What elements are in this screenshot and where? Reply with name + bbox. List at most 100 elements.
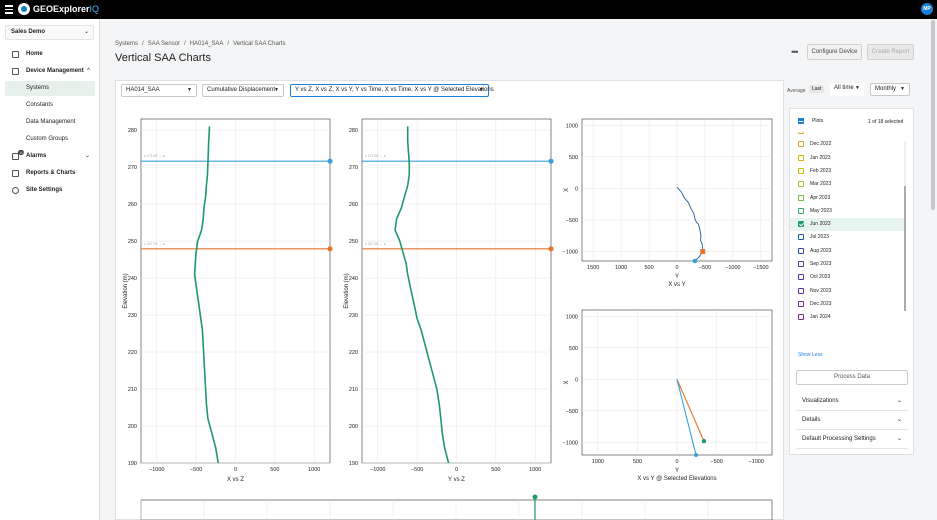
plot-label: Dec 2022 — [810, 141, 832, 148]
plot-item[interactable]: Dec 2023 — [790, 298, 906, 311]
breadcrumb-device[interactable]: HA014_SAA — [189, 41, 224, 47]
plot-checkbox[interactable] — [798, 167, 804, 174]
x-tick-label: −1000 — [748, 459, 763, 465]
plot-checkbox[interactable] — [798, 194, 804, 201]
plot-checkbox[interactable] — [798, 287, 804, 294]
process-data-button[interactable]: Process Data — [796, 370, 908, 385]
plot-item[interactable]: Sep 2023 — [790, 258, 906, 271]
time-chart-area — [140, 499, 773, 520]
sidebar-item-data-management[interactable]: Data Management — [26, 119, 76, 125]
plot-item[interactable]: Feb 2023 — [790, 165, 906, 178]
breadcrumb-sensor[interactable]: SAA Sensor — [147, 41, 181, 47]
plot-item[interactable]: Jun 2023 — [790, 218, 906, 232]
plot-label: Jan 2023 — [810, 154, 831, 161]
x-tick-label: −500 — [710, 459, 722, 465]
plot-checkbox[interactable] — [798, 261, 804, 267]
y-tick-label: 200 — [128, 424, 137, 430]
accordion-details[interactable]: Details ⌄ — [796, 411, 908, 430]
plot-item[interactable]: Aug 2023 — [790, 245, 906, 258]
plot-checkbox[interactable] — [798, 274, 804, 281]
profile-line — [193, 126, 219, 464]
plot-item[interactable]: Mar 2023 — [790, 178, 906, 191]
plots-header-label: Plots — [812, 118, 824, 124]
plot-checkbox[interactable] — [798, 154, 804, 161]
plot-checkbox[interactable] — [798, 300, 804, 307]
sidebar-item-constants[interactable]: Constants — [26, 102, 54, 108]
plots-list: Nov 2022 Dec 2022 Jan 2023 Feb 2023 Mar 2023… — [790, 132, 906, 325]
y-tick-label: −500 — [566, 218, 578, 224]
accordion-visualizations[interactable]: Visualizations ⌄ — [796, 392, 908, 411]
more-options-icon[interactable]: ••• — [791, 47, 799, 57]
plot-label: Nov 2022 — [810, 132, 831, 138]
sidebar-item-reports[interactable]: Reports & Charts — [0, 166, 100, 181]
plot-checkbox[interactable] — [798, 181, 804, 188]
plots-scrollbar[interactable] — [904, 141, 906, 311]
plot-label: Sep 2023 — [810, 261, 832, 267]
elevation-marker-handle — [548, 158, 554, 164]
plot-label: Jun 2023 — [810, 221, 831, 228]
x-tick-label: 1000 — [308, 467, 320, 473]
plot-item[interactable]: Jan 2024 — [790, 311, 906, 324]
plot-item[interactable]: Oct 2023 — [790, 271, 906, 284]
y-tick-label: 210 — [349, 387, 358, 393]
sidebar-item-device-management[interactable]: Device Management ^ — [0, 64, 100, 79]
plot-item[interactable]: Nov 2022 — [790, 132, 906, 138]
sidebar-item-site-settings[interactable]: Site Settings — [0, 183, 100, 198]
avatar[interactable]: MP — [921, 3, 933, 15]
sidebar-item-systems[interactable]: Systems — [5, 81, 95, 96]
select-all-checkbox[interactable] — [798, 118, 804, 124]
caret-down-icon: ▼ — [855, 85, 860, 91]
plot-label: Apr 2023 — [810, 194, 831, 201]
page-scrollbar[interactable] — [931, 20, 935, 210]
x-tick-label: 1000 — [529, 467, 541, 473]
elevation-marker-label: z 247.95 → ● — [365, 242, 386, 246]
x-tick-label: 1000 — [592, 459, 604, 465]
plot-item[interactable]: Jan 2023 — [790, 152, 906, 165]
plot-item[interactable]: Dec 2022 — [790, 138, 906, 151]
plot-item[interactable]: Nov 2023 — [790, 285, 906, 298]
metric-select[interactable]: Cumulative Displacement ▼ — [202, 84, 284, 97]
create-report-button[interactable]: Create Report — [867, 44, 914, 60]
home-icon — [12, 51, 19, 58]
plot-item[interactable]: May 2023 — [790, 205, 906, 218]
plot-label: May 2023 — [810, 207, 832, 214]
plot-checkbox[interactable] — [798, 141, 804, 148]
last-toggle[interactable]: Last — [809, 85, 825, 93]
range-select[interactable]: All time ▼ — [830, 83, 864, 96]
accordion-default-processing[interactable]: Default Processing Settings ⌄ — [796, 430, 908, 449]
plot-checkbox[interactable] — [798, 221, 804, 228]
views-select[interactable]: Y vs Z, X vs Z, X vs Y, Y vs Time, X vs … — [290, 84, 494, 97]
configure-device-button[interactable]: Configure Device — [807, 44, 862, 60]
x-axis-label: Y vs Z — [448, 477, 465, 483]
device-icon — [12, 68, 19, 75]
profile-line — [394, 126, 450, 464]
plot-item[interactable]: Apr 2023 — [790, 192, 906, 205]
y-tick-label: 500 — [569, 155, 578, 161]
breadcrumb-sep: / — [142, 41, 144, 47]
plot-checkbox[interactable] — [798, 207, 804, 214]
x-tick-label: 0 — [234, 467, 237, 473]
plot-checkbox[interactable] — [798, 132, 804, 134]
y-tick-label: 500 — [569, 346, 578, 352]
device-select[interactable]: HA014_SAA ▼ — [121, 84, 197, 97]
x-axis-label: Y — [675, 468, 679, 474]
sidebar-item-home[interactable]: Home — [0, 47, 100, 62]
sidebar-item-alarms[interactable]: 10 Alarms ⌄ — [0, 149, 100, 164]
y-tick-label: 210 — [128, 387, 137, 393]
plot-item[interactable]: Jul 2023 — [790, 231, 906, 244]
average-toggle[interactable]: Average — [787, 88, 806, 94]
breadcrumb-systems[interactable]: Systems — [115, 41, 139, 47]
interval-select[interactable]: Monthly ▼ — [870, 83, 910, 96]
show-less-link[interactable]: Show Less — [798, 352, 823, 358]
sidebar-item-custom-groups[interactable]: Custom Groups — [26, 136, 69, 142]
menu-icon[interactable] — [5, 5, 14, 14]
plot-label: Feb 2023 — [810, 167, 832, 174]
y-tick-label: 0 — [575, 377, 578, 383]
y-tick-label: −500 — [566, 409, 578, 415]
caret-down-icon: ▼ — [274, 87, 279, 93]
plot-checkbox[interactable] — [798, 234, 804, 241]
plot-checkbox[interactable] — [798, 247, 804, 254]
y-tick-label: 1000 — [566, 314, 578, 320]
org-selector[interactable]: Sales Demo ⌄ — [5, 25, 94, 40]
plot-checkbox[interactable] — [798, 314, 804, 321]
